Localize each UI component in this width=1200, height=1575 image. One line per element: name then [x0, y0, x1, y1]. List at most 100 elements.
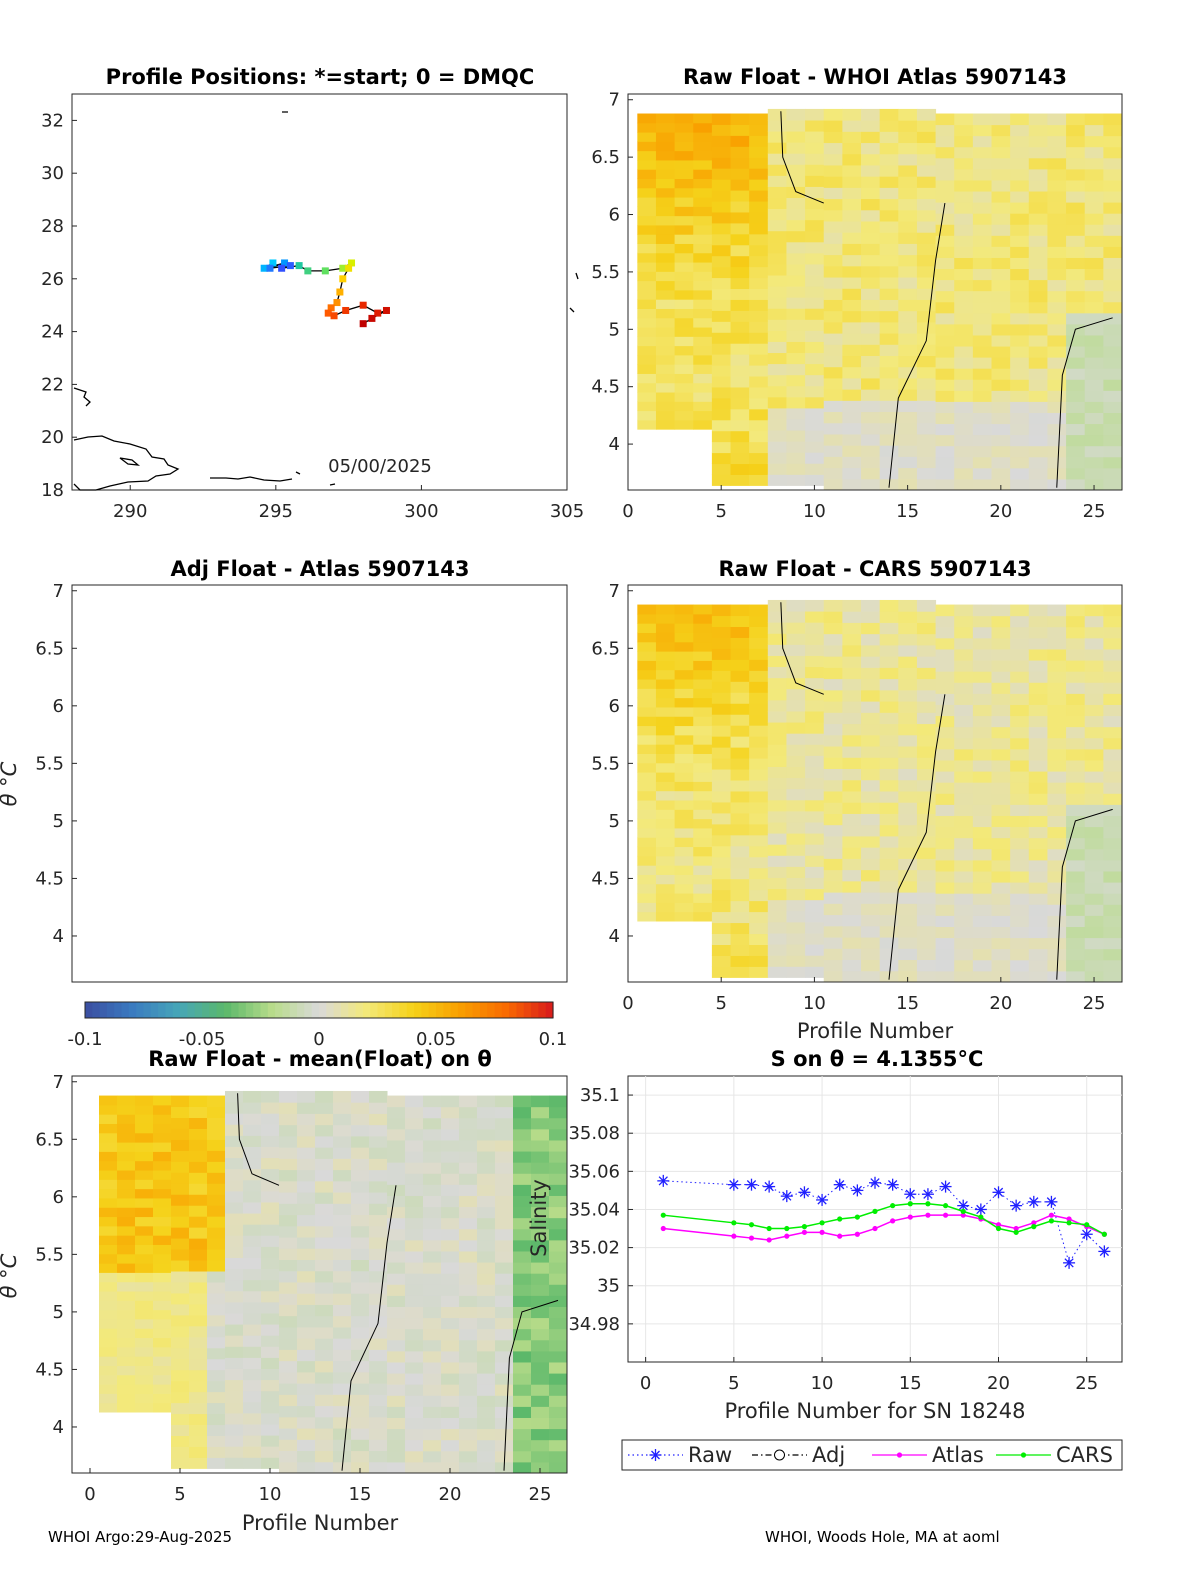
heatmap-cell — [842, 209, 862, 222]
heatmap-cell — [117, 1402, 136, 1413]
heatmap-cell — [261, 1368, 280, 1381]
heatmap-cell — [243, 1157, 262, 1170]
heatmap-cell — [1028, 626, 1048, 639]
heatmap-cell — [1010, 279, 1030, 292]
heatmap-cell — [1084, 970, 1104, 983]
heatmap-cell — [823, 599, 843, 612]
atlas-point — [837, 1233, 843, 1239]
heatmap-cell — [842, 959, 862, 972]
heatmap-cell — [898, 243, 918, 256]
heatmap-cell — [711, 277, 732, 290]
heatmap-cell — [972, 793, 993, 805]
heatmap-cell — [243, 1168, 262, 1181]
heatmap-cell — [823, 120, 843, 132]
heatmap-cell — [823, 355, 843, 368]
cars-point — [942, 1203, 949, 1209]
mean-xtick-label: 0 — [84, 1484, 95, 1505]
track-point — [295, 262, 303, 270]
heatmap-cell — [297, 1214, 316, 1227]
heatmap-cell — [935, 793, 955, 805]
heatmap-cell — [730, 277, 750, 290]
heatmap-cell — [991, 648, 1011, 661]
heatmap-cell — [711, 911, 732, 924]
heatmap-cell — [823, 433, 843, 446]
heatmap-cell — [749, 266, 769, 279]
heatmap-cell — [935, 379, 955, 391]
cars-point — [925, 1201, 931, 1207]
heatmap-cell — [477, 1361, 496, 1374]
heatmap-cell — [405, 1195, 424, 1208]
heatmap-cell — [459, 1450, 478, 1463]
heatmap-cell — [954, 368, 974, 380]
heatmap-cell — [1066, 893, 1086, 905]
heatmap-cell — [711, 430, 732, 443]
heatmap-cell — [1047, 135, 1067, 148]
heatmap-cell — [786, 275, 806, 287]
heatmap-cell — [423, 1173, 442, 1185]
heatmap-cell — [117, 1123, 136, 1134]
heatmap-cell — [767, 463, 787, 475]
heatmap-cell — [879, 790, 899, 803]
heatmap-cell — [655, 252, 676, 263]
heatmap-cell — [637, 187, 657, 198]
heatmap-cell — [459, 1273, 478, 1285]
heatmap-cell — [207, 1271, 226, 1283]
heatmap-cell — [861, 277, 881, 289]
heatmap-cell — [637, 392, 657, 402]
heatmap-cell — [916, 366, 937, 379]
heatmap-cell — [207, 1139, 226, 1151]
heatmap-cell — [1066, 771, 1086, 783]
heatmap-cell — [767, 142, 787, 154]
heatmap-cell — [513, 1162, 532, 1174]
heatmap-cell — [423, 1350, 442, 1363]
heatmap-cell — [1047, 882, 1067, 894]
heatmap-cell — [369, 1248, 388, 1261]
heatmap-cell — [99, 1142, 118, 1152]
heatmap-cell — [495, 1328, 514, 1341]
heatmap-cell — [99, 1160, 118, 1171]
heatmap-cell — [531, 1284, 550, 1296]
heatmap-cell — [674, 159, 694, 170]
heatmap-cell — [637, 865, 657, 875]
heatmap-cell — [823, 131, 843, 144]
heatmap-cell — [916, 723, 937, 736]
heatmap-cell — [495, 1406, 514, 1418]
heatmap-cell — [916, 344, 937, 357]
heatmap-cell — [279, 1180, 298, 1193]
heatmap-cell — [261, 1124, 280, 1136]
heatmap-cell — [786, 777, 806, 790]
heatmap-cell — [786, 888, 806, 901]
heatmap-cell — [991, 748, 1011, 761]
heatmap-cell — [99, 1328, 118, 1339]
heatmap-cell — [495, 1250, 514, 1263]
heatmap-cell — [916, 790, 937, 803]
heatmap-cell — [954, 848, 974, 861]
atlas-ytick-label: 5 — [609, 319, 620, 340]
heatmap-cell — [693, 623, 713, 633]
heatmap-cell — [767, 688, 787, 701]
heatmap-cell — [693, 911, 713, 922]
heatmap-cell — [495, 1384, 514, 1396]
heatmap-cell — [805, 622, 825, 634]
heatmap-cell — [879, 467, 899, 480]
heatmap-cell — [1010, 368, 1030, 380]
heatmap-cell — [637, 734, 657, 745]
heatmap-cell — [655, 345, 676, 356]
heatmap-cell — [749, 736, 769, 748]
heatmap-cell — [441, 1384, 460, 1396]
heatmap-cell — [842, 321, 862, 334]
heatmap-cell — [916, 644, 937, 657]
heatmap-cell — [1066, 445, 1086, 458]
heatmap-cell — [279, 1360, 298, 1373]
heatmap-cell — [861, 108, 881, 121]
heatmap-cell — [1084, 748, 1104, 761]
heatmap-cell — [935, 412, 955, 425]
map-xtick-label: 290 — [113, 501, 147, 522]
heatmap-cell — [387, 1284, 406, 1296]
heatmap-cell — [898, 611, 918, 623]
heatmap-cell — [898, 644, 918, 657]
heatmap-cell — [279, 1439, 298, 1452]
heatmap-cell — [861, 847, 881, 859]
heatmap-cell — [369, 1147, 388, 1159]
heatmap-cell — [805, 866, 825, 878]
